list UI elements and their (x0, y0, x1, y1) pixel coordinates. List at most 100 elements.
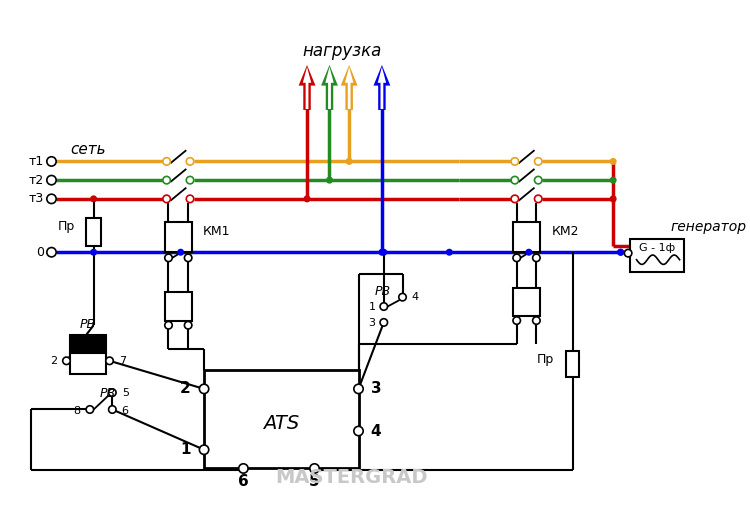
Text: т3: т3 (28, 192, 44, 205)
Circle shape (63, 357, 70, 364)
Text: 3: 3 (368, 318, 375, 329)
Circle shape (513, 254, 520, 262)
Text: 8: 8 (74, 406, 80, 416)
Bar (165, 292, 192, 320)
Text: т1: т1 (28, 155, 44, 168)
FancyArrow shape (321, 65, 338, 110)
Text: КМ1: КМ1 (203, 225, 231, 238)
Circle shape (163, 176, 170, 184)
Circle shape (511, 195, 518, 203)
Circle shape (511, 158, 518, 165)
Text: 4: 4 (370, 424, 381, 438)
Text: 5: 5 (309, 474, 320, 489)
Bar (513, 222, 540, 252)
Text: 3: 3 (370, 381, 381, 397)
FancyArrow shape (303, 67, 311, 109)
Circle shape (165, 321, 172, 329)
Circle shape (446, 249, 452, 255)
Circle shape (624, 249, 632, 257)
Circle shape (610, 158, 616, 164)
FancyArrow shape (345, 67, 353, 109)
Circle shape (184, 254, 192, 262)
Circle shape (46, 247, 56, 257)
Circle shape (46, 175, 56, 185)
Text: 5: 5 (122, 388, 129, 398)
Circle shape (535, 176, 542, 184)
Circle shape (200, 445, 208, 454)
Circle shape (346, 158, 352, 164)
Bar (165, 222, 192, 252)
Circle shape (399, 293, 406, 301)
Circle shape (184, 321, 192, 329)
Circle shape (91, 249, 97, 255)
Text: 7: 7 (119, 356, 126, 366)
Text: 0: 0 (36, 246, 44, 259)
FancyArrow shape (378, 67, 386, 109)
Circle shape (610, 196, 616, 202)
Text: 6: 6 (122, 406, 129, 416)
Circle shape (380, 319, 388, 326)
Circle shape (46, 194, 56, 203)
Text: т2: т2 (28, 174, 44, 187)
Circle shape (354, 426, 363, 436)
Circle shape (535, 158, 542, 165)
Bar (630, 239, 684, 272)
Text: РВ: РВ (374, 285, 391, 298)
Text: 2: 2 (50, 356, 57, 366)
Circle shape (618, 249, 623, 255)
Bar (70, 353, 106, 374)
Text: нагрузка: нагрузка (302, 42, 381, 60)
Circle shape (304, 196, 310, 202)
Circle shape (165, 254, 172, 262)
Text: генератор: генератор (670, 220, 746, 234)
Circle shape (381, 249, 386, 255)
Circle shape (379, 249, 385, 255)
Text: Пр: Пр (58, 220, 75, 234)
Circle shape (238, 464, 248, 473)
FancyArrow shape (340, 65, 358, 110)
Circle shape (532, 254, 540, 262)
Circle shape (109, 389, 116, 397)
Circle shape (310, 464, 320, 473)
Circle shape (535, 195, 542, 203)
Circle shape (163, 195, 170, 203)
FancyArrow shape (326, 67, 334, 109)
Text: 1: 1 (181, 442, 191, 457)
Circle shape (186, 158, 194, 165)
Circle shape (106, 357, 113, 364)
FancyArrow shape (298, 65, 316, 110)
Text: КМ2: КМ2 (551, 225, 579, 238)
Circle shape (354, 384, 363, 393)
Circle shape (200, 384, 208, 393)
Bar (86, 218, 101, 246)
Text: MASTERGRAD: MASTERGRAD (274, 468, 428, 487)
Bar (70, 335, 106, 353)
Bar (513, 288, 540, 316)
Circle shape (513, 317, 520, 324)
Text: 2: 2 (180, 381, 191, 397)
Circle shape (186, 176, 194, 184)
Text: 4: 4 (412, 292, 419, 302)
Bar (204, 370, 358, 469)
Circle shape (91, 196, 97, 202)
Text: РВ: РВ (80, 318, 96, 331)
Text: РВ: РВ (99, 387, 116, 400)
Circle shape (186, 195, 194, 203)
Text: 1: 1 (368, 303, 375, 312)
Circle shape (178, 249, 184, 255)
Text: Пр: Пр (537, 354, 554, 366)
Circle shape (618, 249, 623, 255)
Circle shape (526, 249, 532, 255)
Circle shape (380, 303, 388, 310)
Text: G - 1ф: G - 1ф (639, 243, 675, 253)
Circle shape (109, 406, 116, 413)
Circle shape (46, 157, 56, 166)
FancyArrow shape (374, 65, 390, 110)
Circle shape (610, 177, 616, 183)
Bar (566, 351, 580, 377)
Circle shape (86, 406, 94, 413)
Text: сеть: сеть (70, 142, 106, 157)
Circle shape (163, 158, 170, 165)
Circle shape (511, 176, 518, 184)
Text: ATS: ATS (263, 414, 299, 433)
